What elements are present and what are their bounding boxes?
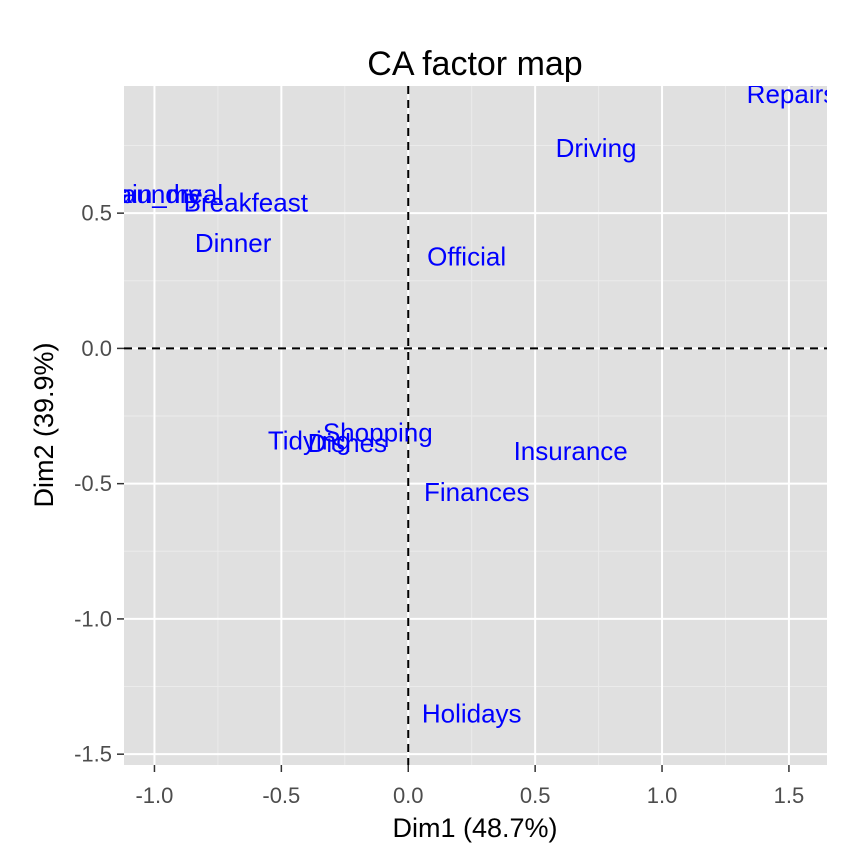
- point-label: Laundry: [107, 179, 201, 209]
- axis-ticks: -1.0 -0.5 0.0 0.5 1.0 1.5 -1.5 -1.0 -0.5 0.0 0.5: [74, 201, 804, 808]
- point-label: Breakfeast: [184, 187, 309, 217]
- x-tick-label: 0.0: [393, 783, 424, 808]
- point-label: Main_meal: [96, 179, 223, 209]
- y-tick-label: -1.0: [74, 606, 112, 631]
- reference-lines: [124, 86, 827, 765]
- plot-panel: [124, 86, 827, 765]
- point-label: Dinner: [195, 228, 272, 258]
- x-tick-label: 0.5: [520, 783, 551, 808]
- y-tick-label: -0.5: [74, 471, 112, 496]
- point-label: Repairs: [747, 79, 837, 109]
- point-label: Official: [427, 241, 506, 271]
- point-label: Finances: [424, 477, 530, 507]
- y-tick-label: 0.0: [81, 336, 112, 361]
- x-tick-label: -0.5: [262, 783, 300, 808]
- point-label: Dishes: [308, 428, 387, 458]
- point-label: Tidying: [268, 425, 351, 455]
- y-axis-label: Dim2 (39.9%): [29, 342, 59, 507]
- x-tick-label: 1.0: [647, 783, 678, 808]
- minor-gridlines: [124, 86, 827, 765]
- y-tick-label: -1.5: [74, 742, 112, 767]
- point-label: Driving: [556, 133, 637, 163]
- chart-title: CA factor map: [367, 45, 582, 83]
- point-label: Insurance: [514, 436, 628, 466]
- point-label: Shopping: [323, 417, 433, 447]
- y-tick-label: 0.5: [81, 201, 112, 226]
- point-label: Holidays: [422, 699, 522, 729]
- x-tick-label: -1.0: [135, 783, 173, 808]
- x-axis-label: Dim1 (48.7%): [392, 813, 557, 843]
- x-tick-label: 1.5: [774, 783, 805, 808]
